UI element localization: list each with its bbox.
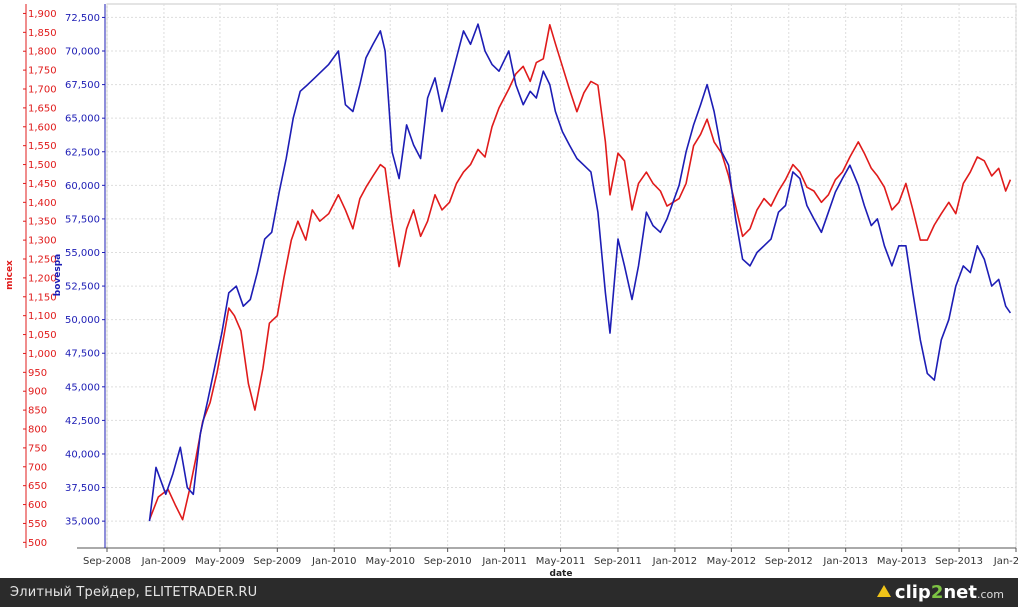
left-tick-label: 1,900 [28, 9, 57, 20]
x-tick-label: Sep-2012 [765, 556, 813, 567]
right-tick-label: 70,000 [65, 47, 100, 58]
right-tick-label: 37,500 [65, 483, 100, 494]
left-tick-label: 1,000 [28, 349, 57, 360]
left-tick-label: 1,650 [28, 103, 57, 114]
series-line-bovespa [148, 23, 1012, 522]
left-tick-label: 1,750 [28, 66, 57, 77]
x-tick-label: May-2009 [195, 556, 245, 567]
right-tick-label: 40,000 [65, 449, 100, 460]
x-tick-label: Sep-2013 [935, 556, 983, 567]
left-tick-label: 1,300 [28, 236, 57, 247]
left-tick-label: 900 [28, 387, 47, 398]
left-tick-label: 700 [28, 462, 47, 473]
right-tick-label: 50,000 [65, 315, 100, 326]
x-tick-label: Sep-2010 [424, 556, 472, 567]
x-tick-label: Sep-2011 [594, 556, 642, 567]
upload-arrow-icon [876, 585, 891, 597]
x-tick-label: Jan-2012 [652, 556, 697, 567]
right-tick-label: 55,000 [65, 248, 100, 259]
left-tick-label: 750 [28, 443, 47, 454]
left-axis-title: micex [5, 260, 15, 290]
plot-frame [106, 3, 1017, 549]
left-tick-label: 1,200 [28, 273, 57, 284]
axes: Sep-2008 Jan-2009 May-2009 Sep-2009 Jan-2010… [23, 4, 1018, 567]
right-tick-label: 45,000 [65, 382, 100, 393]
left-tick-label: 1,350 [28, 217, 57, 228]
left-tick-label: 1,800 [28, 47, 57, 58]
left-tick-label: 1,450 [28, 179, 57, 190]
left-tick-label: 500 [28, 538, 47, 549]
right-axis-title: bovespa [53, 254, 63, 296]
left-tick-label: 1,250 [28, 255, 57, 266]
left-tick-label: 1,550 [28, 141, 57, 152]
x-tick-label: May-2011 [536, 556, 586, 567]
left-tick-label: 800 [28, 425, 47, 436]
left-tick-label: 600 [28, 500, 47, 511]
right-tick-label: 65,000 [65, 114, 100, 125]
left-tick-label: 1,400 [28, 198, 57, 209]
left-tick-label: 650 [28, 481, 47, 492]
footer-bar: Элитный Трейдер, ELITETRADER.RU clip2net… [0, 578, 1018, 607]
x-tick-label: Jan-2013 [822, 556, 867, 567]
x-axis-title: date [550, 569, 573, 578]
left-tick-label: 550 [28, 519, 47, 530]
series-lines [148, 23, 1012, 522]
right-tick-label: 35,000 [65, 517, 100, 528]
clip2net-logo[interactable]: clip2net.com [876, 581, 1004, 603]
x-tick-label: May-2012 [707, 556, 757, 567]
right-tick-label: 67,500 [65, 80, 100, 91]
left-tick-label: 950 [28, 368, 47, 379]
right-tick-label: 42,500 [65, 416, 100, 427]
right-tick-label: 47,500 [65, 349, 100, 360]
right-tick-label: 62,500 [65, 147, 100, 158]
left-tick-label: 1,700 [28, 85, 57, 96]
x-tick-label: Sep-2008 [83, 556, 131, 567]
x-tick-label: Jan-2010 [311, 556, 356, 567]
x-tick-label: May-2013 [877, 556, 927, 567]
left-tick-label: 850 [28, 406, 47, 417]
x-tick-label: Jan-2011 [481, 556, 526, 567]
right-tick-label: 57,500 [65, 214, 100, 225]
left-tick-label: 1,600 [28, 122, 57, 133]
footer-caption: Элитный Трейдер, ELITETRADER.RU [10, 585, 258, 600]
x-tick-label: Sep-2009 [253, 556, 301, 567]
x-tick-label: Jan-2014 [993, 556, 1018, 567]
grid [106, 3, 1017, 549]
logo-text: clip2net.com [895, 582, 1004, 603]
logo-rest: net [943, 581, 977, 603]
series-line-micex [148, 23, 1012, 521]
right-tick-label: 52,500 [65, 282, 100, 293]
right-tick-label: 60,000 [65, 181, 100, 192]
left-tick-label: 1,500 [28, 160, 57, 171]
logo-num: 2 [930, 581, 944, 603]
right-tick-label: 72,500 [65, 13, 100, 24]
logo-main: clip [894, 581, 931, 603]
x-tick-label: May-2010 [365, 556, 415, 567]
logo-tld: .com [977, 587, 1004, 601]
left-tick-label: 1,850 [28, 28, 57, 39]
left-tick-label: 1,150 [28, 292, 57, 303]
x-tick-label: Jan-2009 [141, 556, 186, 567]
left-tick-label: 1,100 [28, 311, 57, 322]
chart: Sep-2008 Jan-2009 May-2009 Sep-2009 Jan-2010… [5, 3, 1018, 578]
left-tick-label: 1,050 [28, 330, 57, 341]
